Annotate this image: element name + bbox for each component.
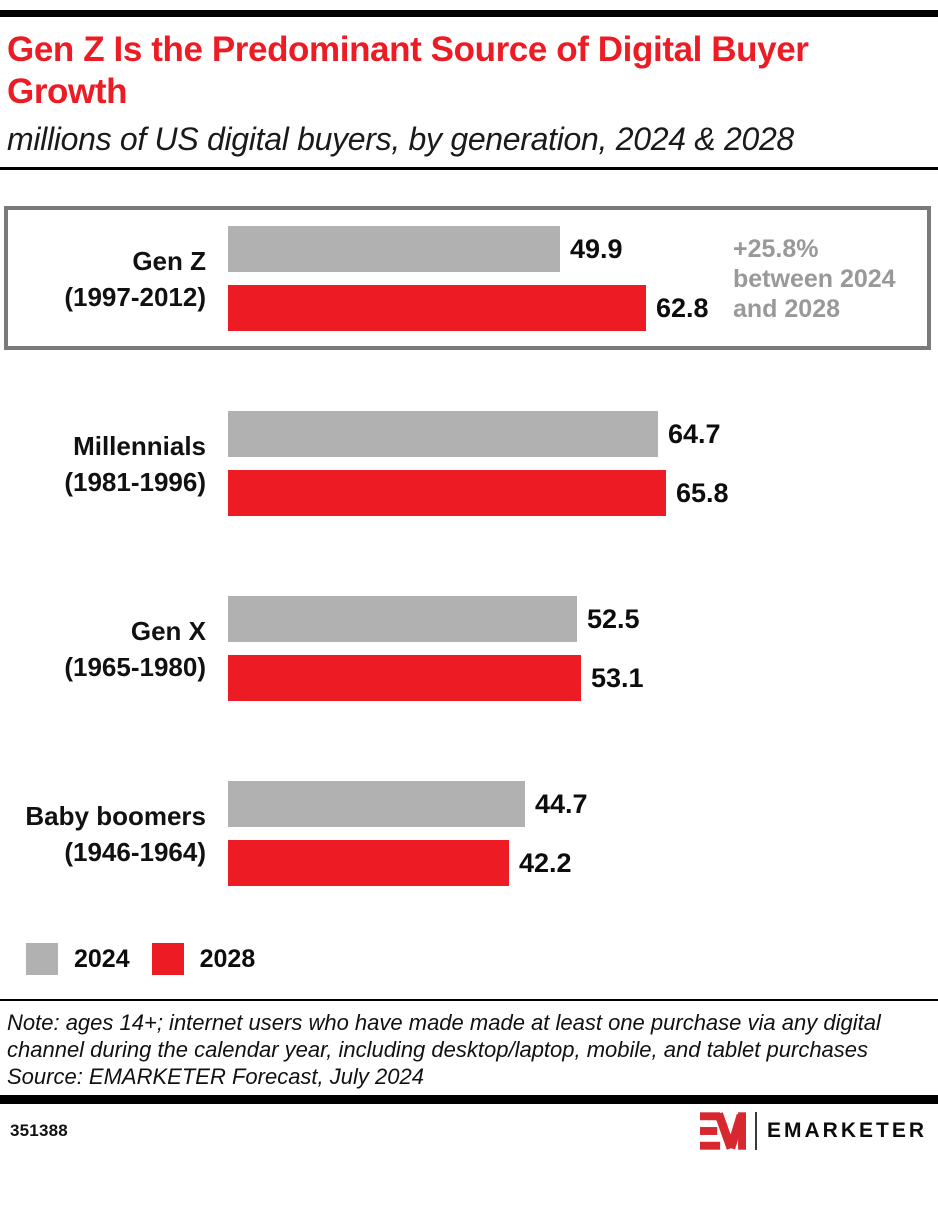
bar-row-gen-x-2028: 53.1 [228,655,927,701]
header-divider [0,167,938,170]
notes-block: Note: ages 14+; internet users who have … [0,1001,938,1090]
chart-id: 351388 [10,1121,68,1140]
footer: 351388 EMARKETER [0,1104,938,1150]
legend-label-2028: 2028 [199,944,256,973]
bar-row-millennials-2028: 65.8 [228,470,927,516]
bar-gen-z-2028 [228,285,646,331]
chart-group-baby-boomers: Baby boomers (1946-1964) 44.7 42.2 [4,761,931,905]
legend-label-2024: 2024 [74,944,130,973]
top-black-bar [0,10,938,17]
brand-name: EMARKETER [766,1119,927,1142]
value-label-baby-boomers-2028: 42.2 [519,847,572,878]
category-label-millennials: Millennials (1981-1996) [64,430,206,497]
value-label-baby-boomers-2024: 44.7 [535,788,588,819]
value-label-gen-z-2028: 62.8 [656,292,709,323]
bar-row-gen-z-2028: 62.8 [228,285,733,331]
bar-baby-boomers-2028 [228,840,509,886]
value-label-millennials-2028: 65.8 [676,477,729,508]
value-label-gen-x-2028: 53.1 [591,662,644,693]
page-subtitle: millions of US digital buyers, by genera… [7,121,794,157]
bar-row-gen-x-2024: 52.5 [228,596,927,642]
logo-divider [754,1112,757,1150]
bar-millennials-2024 [228,411,658,457]
bars-gen-x: 52.5 53.1 [228,596,927,701]
bar-gen-x-2024 [228,596,577,642]
legend-swatch-2028 [151,943,184,975]
bar-baby-boomers-2024 [228,781,525,827]
chart-group-millennials: Millennials (1981-1996) 64.7 65.8 [4,391,931,535]
bar-row-baby-boomers-2024: 44.7 [228,781,927,827]
growth-annotation: +25.8% between 2024 and 2028 [733,234,896,323]
category-label-baby-boomers: Baby boomers (1946-1964) [25,800,206,867]
bar-chart: Gen Z (1997-2012) 49.9 62.8 +25.8% between … [0,206,938,905]
bars-millennials: 64.7 65.8 [228,411,927,516]
chart-group-gen-z-highlight-box: Gen Z (1997-2012) 49.9 62.8 +25.8% between … [4,206,931,350]
note-text: Note: ages 14+; internet users who have … [7,1010,881,1062]
bar-row-gen-z-2024: 49.9 [228,226,733,272]
emarketer-logo: EMARKETER [699,1112,927,1150]
value-label-gen-z-2024: 49.9 [570,233,623,264]
emarketer-logo-mark-icon [699,1112,746,1150]
bar-millennials-2028 [228,470,666,516]
category-label-gen-z: Gen Z (1997-2012) [64,245,206,312]
value-label-millennials-2024: 64.7 [668,418,721,449]
bars-baby-boomers: 44.7 42.2 [228,781,927,886]
footer-black-bar [0,1095,938,1104]
bar-gen-x-2028 [228,655,581,701]
bar-gen-z-2024 [228,226,560,272]
chart-header: Gen Z Is the Predominant Source of Digit… [0,17,938,160]
category-label-gen-x: Gen X (1965-1980) [64,615,206,682]
bars-gen-z: 49.9 62.8 [228,226,733,331]
chart-groups: Gen Z (1997-2012) 49.9 62.8 +25.8% between … [0,206,938,905]
value-label-gen-x-2024: 52.5 [587,603,640,634]
chart-legend: 2024 2028 [26,943,938,975]
source-text: Source: EMARKETER Forecast, July 2024 [7,1064,424,1089]
bar-row-baby-boomers-2028: 42.2 [228,840,927,886]
legend-item-2024: 2024 [26,943,130,975]
notes-divider [0,999,938,1001]
bar-row-millennials-2024: 64.7 [228,411,927,457]
page-title: Gen Z Is the Predominant Source of Digit… [7,30,809,111]
legend-swatch-2024 [26,943,58,975]
chart-group-gen-x: Gen X (1965-1980) 52.5 53.1 [4,576,931,720]
legend-item-2028: 2028 [151,943,256,975]
